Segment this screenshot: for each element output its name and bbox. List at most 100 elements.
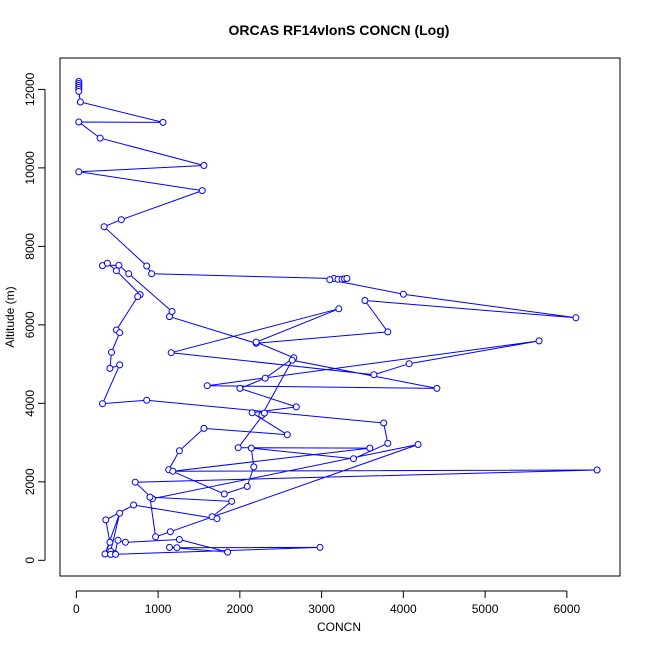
data-point — [134, 293, 142, 301]
data-point — [115, 261, 123, 269]
data-point — [198, 187, 206, 195]
y-tick-label: 10000 — [23, 151, 37, 185]
data-point — [316, 543, 324, 551]
data-point — [252, 338, 260, 346]
data-point — [75, 87, 83, 95]
data-point — [75, 168, 83, 176]
data-point — [167, 349, 175, 357]
data-point — [148, 270, 156, 278]
x-axis: 0 1000 2000 3000 4000 5000 6000 — [73, 590, 581, 616]
data-point — [213, 515, 221, 523]
series-points — [75, 78, 601, 558]
data-point — [112, 267, 120, 275]
data-point — [236, 384, 244, 392]
data-point — [169, 467, 177, 475]
y-axis: 0 2000 4000 6000 8000 10000 12000 — [23, 72, 46, 564]
data-point — [243, 483, 251, 490]
data-point — [131, 478, 139, 486]
y-tick-label: 12000 — [23, 72, 37, 106]
data-point — [260, 409, 268, 417]
data-point — [75, 118, 83, 126]
data-point — [100, 223, 108, 231]
data-point — [335, 305, 343, 313]
data-point — [384, 439, 392, 447]
data-point — [76, 98, 84, 106]
series-line — [77, 81, 598, 555]
data-point — [116, 509, 124, 517]
data-point — [101, 550, 109, 558]
data-point — [433, 384, 441, 392]
data-point — [361, 297, 369, 304]
y-tick-label: 4000 — [23, 390, 37, 417]
x-tick-label: 5000 — [472, 602, 499, 616]
data-point — [106, 364, 114, 372]
y-tick-label: 6000 — [23, 311, 37, 338]
y-tick-label: 8000 — [23, 233, 37, 260]
data-point — [99, 400, 106, 408]
data-point — [117, 216, 125, 224]
data-point — [250, 463, 258, 471]
data-point — [384, 328, 392, 336]
y-axis-label: Altitude (m) — [3, 286, 17, 347]
data-point — [572, 314, 580, 322]
data-point — [125, 270, 133, 278]
x-axis-label: CONCN — [317, 620, 361, 634]
x-tick-label: 4000 — [390, 602, 417, 616]
data-point — [116, 361, 124, 369]
data-point — [535, 337, 543, 345]
data-point — [130, 501, 138, 509]
data-point — [168, 308, 176, 315]
data-point — [203, 382, 211, 390]
data-point — [175, 447, 183, 455]
data-point — [112, 550, 120, 558]
data-point — [102, 516, 110, 524]
data-point — [121, 538, 129, 546]
data-point — [399, 290, 407, 298]
data-point — [224, 548, 232, 556]
data-point — [343, 275, 351, 282]
x-tick-label: 3000 — [308, 602, 335, 616]
data-point — [173, 544, 181, 552]
data-point — [248, 409, 256, 417]
data-point — [247, 444, 255, 452]
data-point — [366, 444, 374, 452]
x-tick-label: 2000 — [227, 602, 254, 616]
chart-title: ORCAS RF14vlonS CONCN (Log) — [229, 22, 450, 38]
data-point — [146, 493, 154, 501]
data-point — [106, 538, 114, 546]
data-point — [200, 162, 208, 169]
data-point — [114, 536, 122, 544]
data-point — [103, 259, 111, 267]
data-point — [593, 466, 601, 474]
data-point — [108, 348, 115, 356]
data-point — [166, 543, 173, 551]
data-point — [350, 455, 357, 463]
data-point — [143, 262, 151, 270]
data-point — [288, 356, 296, 364]
data-point — [220, 490, 228, 498]
data-point — [283, 431, 291, 439]
data-point — [380, 419, 388, 427]
data-point — [116, 329, 124, 337]
data-point — [261, 374, 269, 382]
data-point — [166, 528, 174, 536]
data-point — [228, 497, 236, 505]
x-tick-label: 1000 — [145, 602, 172, 616]
data-point — [159, 118, 167, 126]
y-tick-label: 0 — [23, 557, 37, 564]
data-point — [152, 533, 160, 541]
data-point — [405, 360, 413, 368]
data-point — [234, 444, 242, 452]
data-point — [292, 403, 300, 411]
data-point — [175, 536, 183, 543]
plot-frame — [59, 57, 621, 577]
data-point — [200, 424, 208, 432]
data-point — [370, 371, 378, 379]
y-tick-label: 2000 — [23, 468, 37, 495]
x-tick-label: 0 — [73, 602, 80, 616]
data-point — [414, 441, 422, 448]
x-tick-label: 6000 — [554, 602, 581, 616]
data-point — [143, 396, 151, 404]
data-point — [326, 276, 334, 284]
